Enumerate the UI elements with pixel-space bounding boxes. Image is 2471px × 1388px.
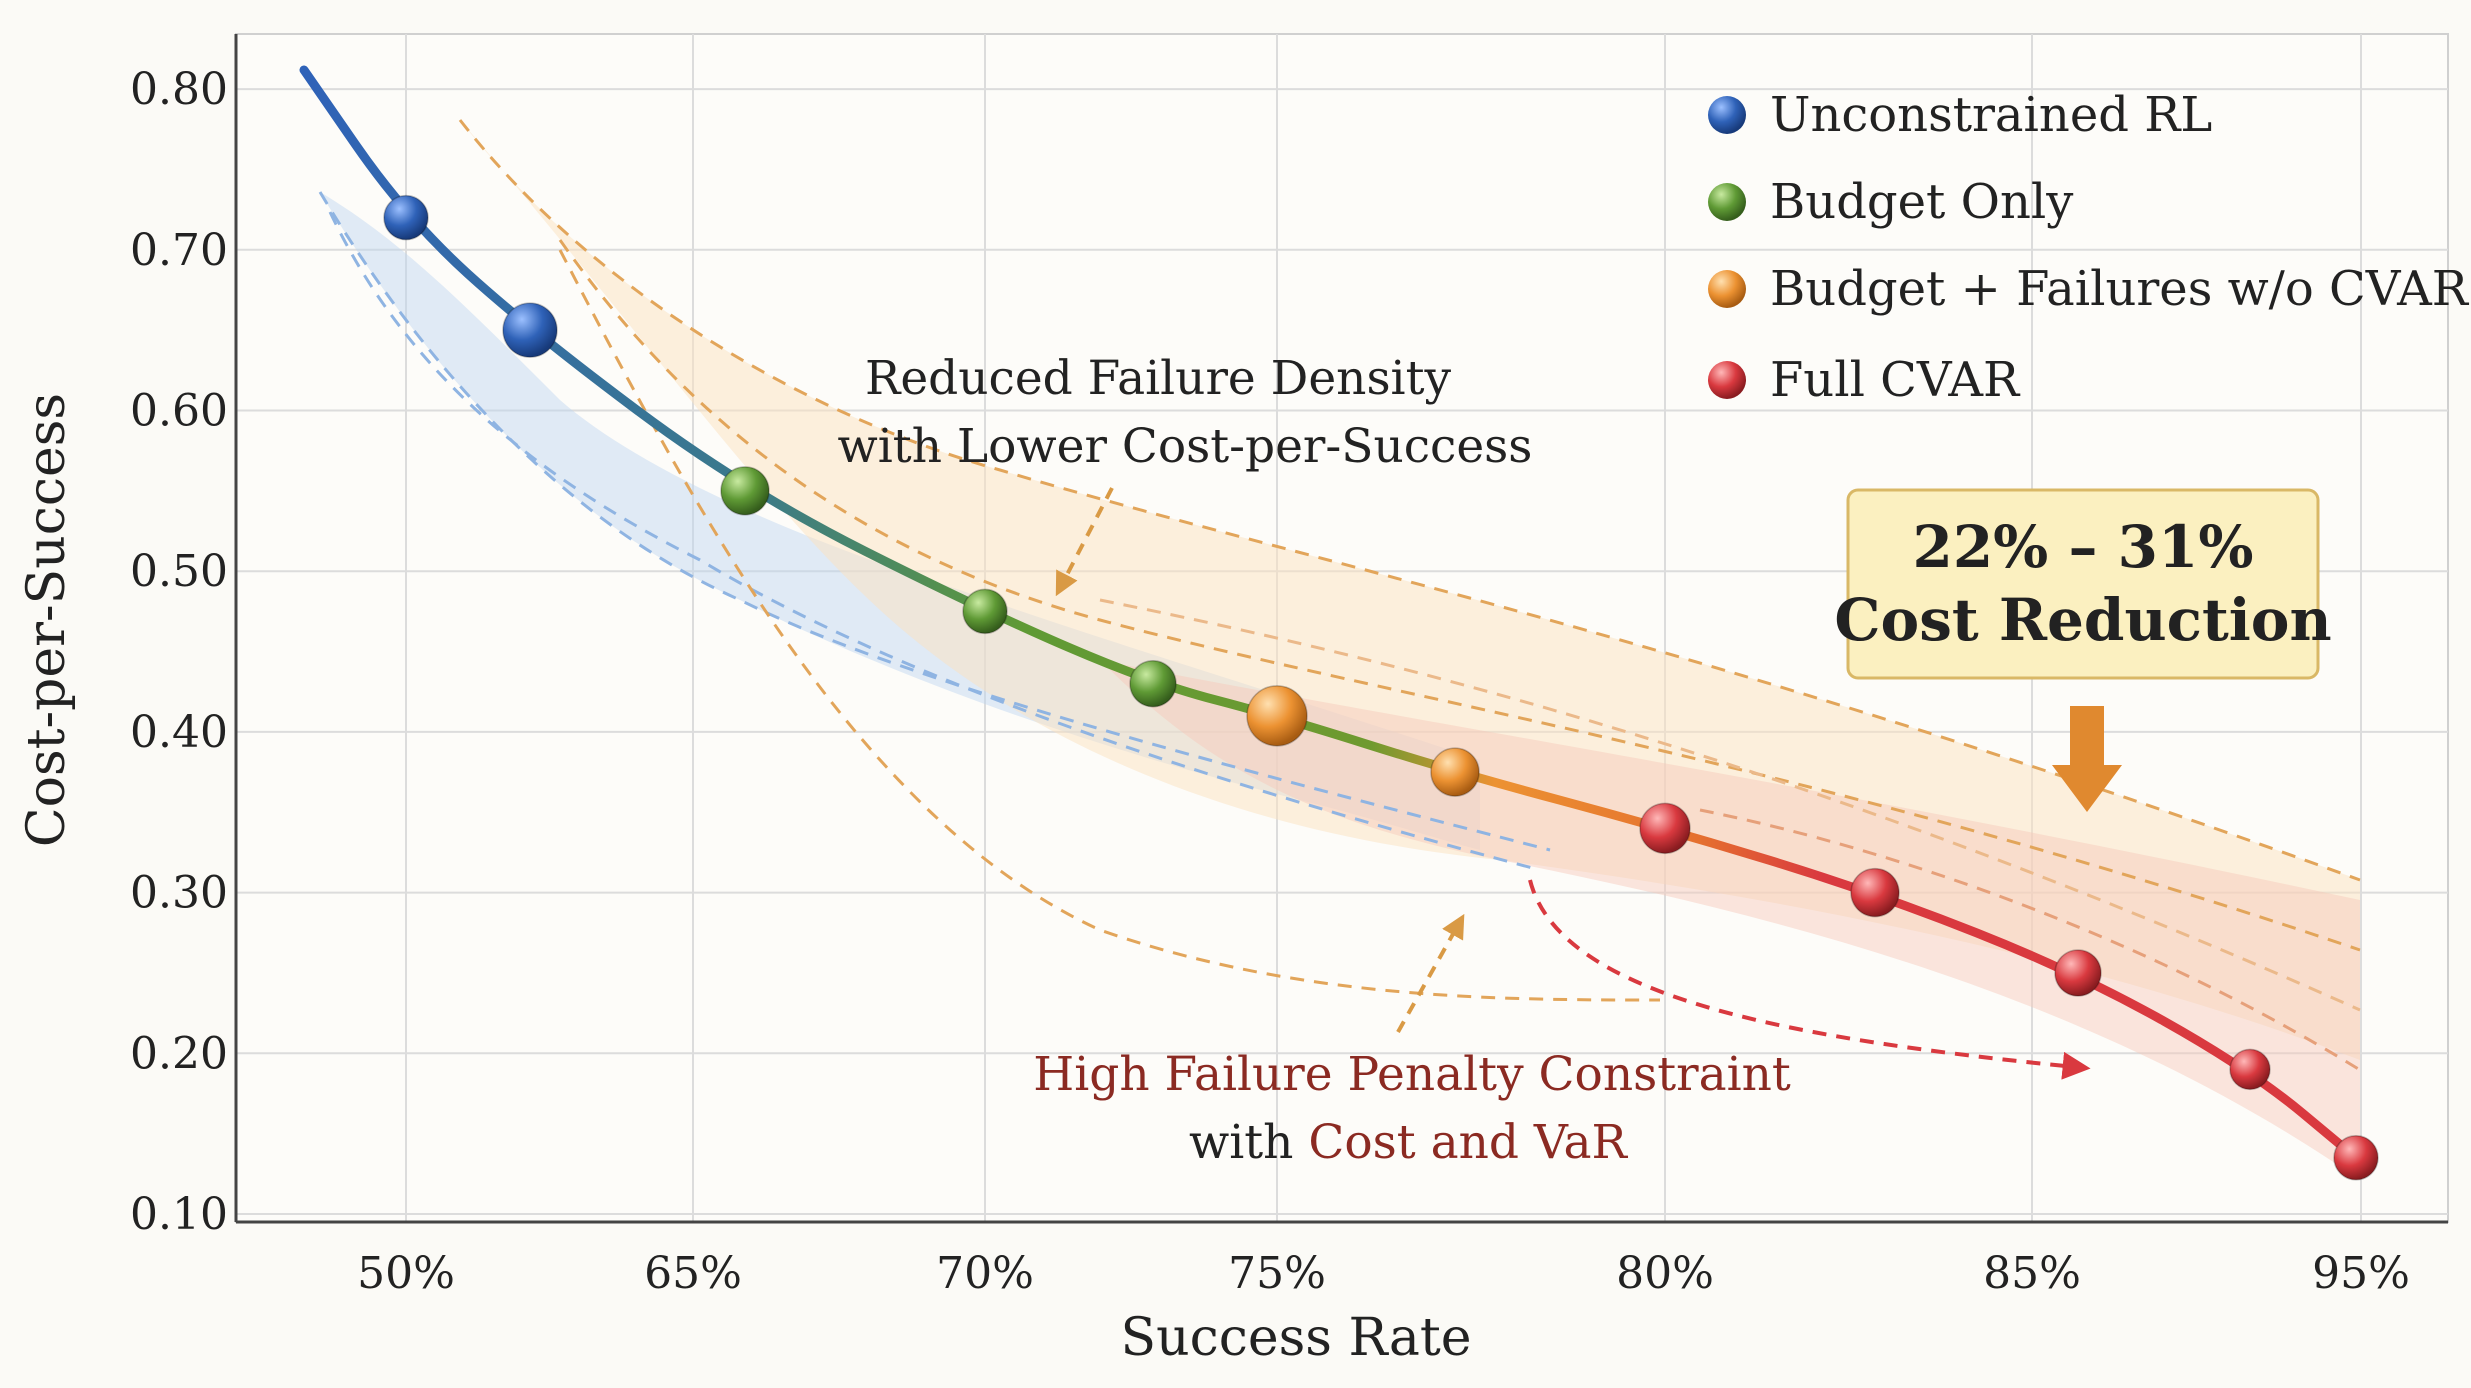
y-tick-label: 0.80 (130, 64, 228, 115)
y-tick-label: 0.70 (130, 225, 228, 276)
upper-annotation-line2: with Lower Cost-per-Success (838, 419, 1533, 474)
y-tick-label: 0.50 (130, 546, 228, 597)
legend-label: Unconstrained RL (1770, 87, 2212, 143)
data-points (383, 194, 2379, 1181)
y-axis-title: Cost-per-Success (17, 393, 77, 847)
legend-marker-blue (1708, 96, 1746, 134)
callout-down-arrow (2052, 706, 2122, 812)
callout-box (1846, 488, 2320, 680)
y-tick-label: 0.60 (130, 386, 228, 437)
point-full-cvar (1639, 802, 1691, 855)
legend-label: Budget + Failures w/o CVAR (1770, 261, 2470, 317)
legend-item-unconstrained-rl: Unconstrained RL (1708, 87, 2212, 143)
legend-item-budget-failures: Budget + Failures w/o CVAR (1708, 261, 2470, 317)
upper-annotation: Reduced Failure Density with Lower Cost-… (838, 351, 1533, 597)
lower-annotation-arrow-right (1528, 879, 2091, 1080)
x-tick-label: 80% (1616, 1248, 1714, 1299)
point-full-cvar (1850, 867, 1900, 918)
legend-marker-red (1708, 361, 1746, 399)
red-upper-dash (1699, 808, 2361, 1072)
point-full-cvar (2229, 1048, 2271, 1091)
legend-label: Full CVAR (1770, 352, 2021, 408)
x-axis-title: Success Rate (1120, 1308, 1471, 1368)
confidence-bands (318, 119, 2361, 1180)
point-budget-failures (1430, 747, 1480, 797)
cost-success-curve (299, 65, 2361, 1163)
callout-line2: Cost Reduction (1834, 586, 2331, 654)
legend-item-full-cvar: Full CVAR (1708, 352, 2021, 408)
y-tick-label: 0.20 (130, 1028, 228, 1079)
axes: 0.10 0.20 0.30 0.40 0.50 0.60 0.70 0.80 50% 65% 70… (130, 34, 2448, 1299)
y-tick-label: 0.40 (130, 707, 228, 758)
red-band (1100, 660, 2360, 1180)
x-tick-label: 70% (936, 1248, 1034, 1299)
point-full-cvar (2333, 1135, 2379, 1181)
lower-annotation-line1: High Failure Penalty Constraint (1033, 1047, 1791, 1102)
orange-upper-dash (458, 119, 2361, 882)
orange-band (460, 120, 2360, 1060)
cost-reduction-callout: 22% – 31% Cost Reduction (1834, 488, 2332, 812)
legend-label: Budget Only (1770, 174, 2073, 230)
main-curve (299, 65, 2361, 1163)
y-tick-label: 0.30 (130, 868, 228, 919)
legend-item-budget-only: Budget Only (1708, 174, 2073, 230)
point-unconstrained-rl (502, 302, 558, 358)
lower-annotation-arrow-up (1396, 913, 1465, 1033)
lower-annotation-highlight: Cost and VaR (1308, 1115, 1628, 1170)
x-tick-label: 65% (644, 1248, 742, 1299)
x-tick-label: 95% (2312, 1248, 2410, 1299)
legend-marker-green (1708, 183, 1746, 221)
x-tick-label: 50% (357, 1248, 455, 1299)
x-tick-label: 85% (1983, 1248, 2081, 1299)
point-unconstrained-rl (383, 194, 429, 241)
point-budget-failures (1246, 685, 1308, 747)
point-full-cvar (2054, 949, 2102, 997)
legend: Unconstrained RL Budget Only Budget + Fa… (1708, 87, 2470, 408)
orange-mid-dash (558, 239, 2361, 952)
orange-lower-dash (558, 249, 1661, 1002)
blue-upper-dash (318, 191, 1551, 852)
point-budget-only (962, 588, 1008, 635)
point-budget-only (720, 466, 770, 516)
legend-marker-orange (1708, 270, 1746, 308)
lower-annotation: High Failure Penalty Constraint with Cos… (1033, 879, 2091, 1170)
orange-inner-dash (1099, 598, 2361, 1012)
x-tick-label: 75% (1228, 1248, 1326, 1299)
upper-annotation-line1: Reduced Failure Density (865, 351, 1452, 406)
point-budget-only (1129, 659, 1177, 708)
blue-lower-dash (328, 211, 1541, 872)
lower-annotation-line2: with Cost and VaR (1189, 1115, 1629, 1170)
y-tick-label: 0.10 (130, 1189, 228, 1240)
callout-line1: 22% – 31% (1912, 513, 2253, 581)
lower-annotation-prefix: with (1189, 1115, 1308, 1170)
